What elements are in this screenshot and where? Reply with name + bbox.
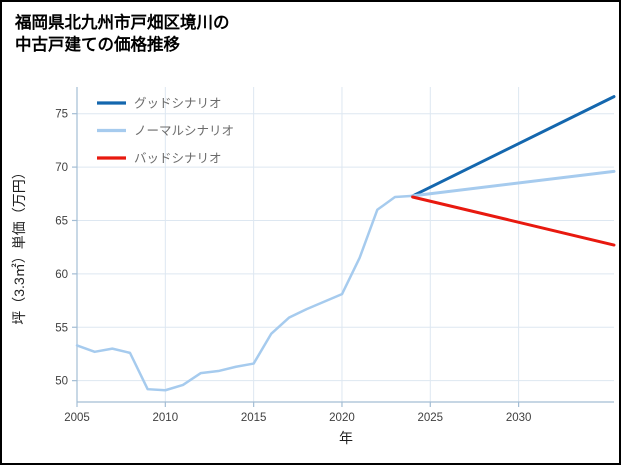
axes: 2005 2010 2015 2020 2025 2030 50 55 60 65 70 75 (55, 87, 614, 424)
y-tick-label: 65 (55, 215, 68, 227)
x-tick-label: 2020 (329, 412, 355, 424)
y-tick-label: 75 (55, 109, 68, 121)
y-tick-label: 60 (55, 269, 68, 281)
series-lines (75, 95, 616, 392)
x-tick-label: 2005 (64, 412, 90, 424)
series-line-normal (411, 169, 616, 198)
y-tick-label: 55 (55, 322, 68, 334)
series-line-bad (411, 195, 616, 247)
x-tick-label: 2025 (417, 412, 443, 424)
series-line-good (411, 95, 616, 198)
chart-title-line2: 中古戸建ての価格推移 (15, 34, 181, 54)
legend-label-normal: ノーマルシナリオ (134, 124, 234, 138)
y-tick-label: 70 (55, 162, 68, 174)
x-tick-label: 2030 (506, 412, 532, 424)
chart-title-line1: 福岡県北九州市戸畑区境川の (14, 12, 230, 32)
x-axis-label: 年 (339, 430, 353, 446)
legend-label-good: グッドシナリオ (134, 97, 222, 111)
y-tick-label: 50 (55, 376, 68, 388)
gridlines (76, 87, 614, 402)
y-axis-label: 坪（3.3㎡）単価（万円） (11, 165, 27, 324)
x-tick-label: 2015 (241, 412, 267, 424)
series-line-history (75, 194, 414, 392)
x-tick-label: 2010 (153, 412, 179, 424)
legend-label-bad: バッドシナリオ (134, 152, 222, 166)
